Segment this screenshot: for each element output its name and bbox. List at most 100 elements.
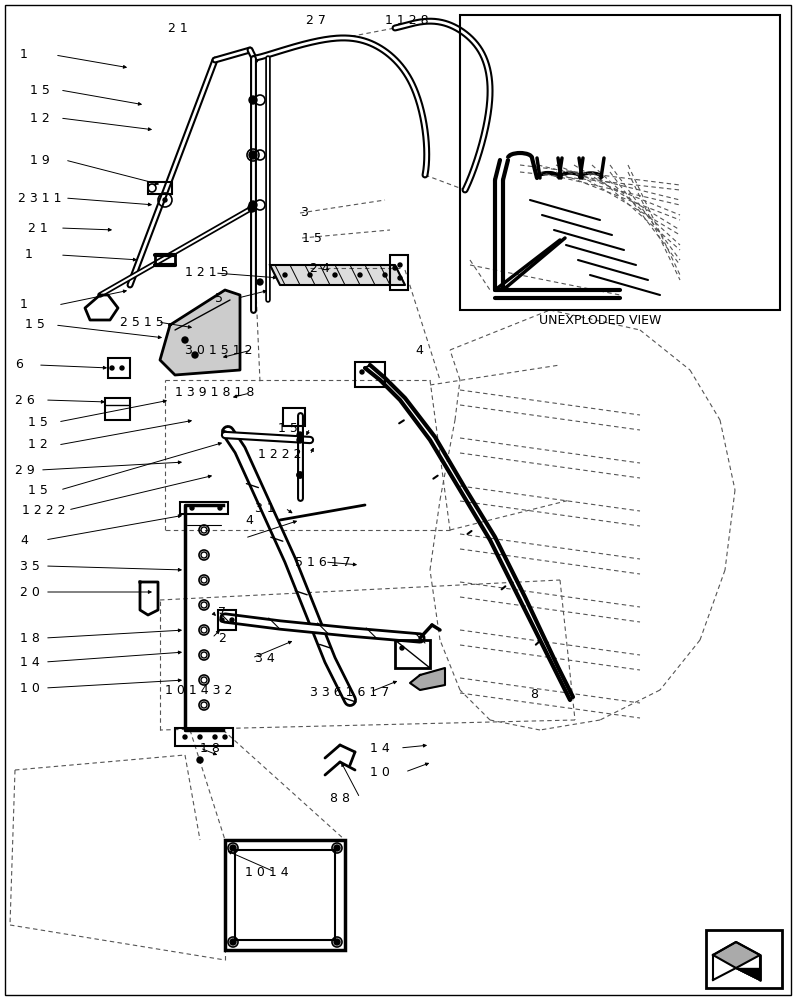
Circle shape [230,939,236,945]
Text: 1 0 1 4 3 2: 1 0 1 4 3 2 [165,684,232,696]
Text: 4: 4 [245,514,253,526]
Bar [175,728,233,746]
Circle shape [333,273,337,277]
Bar [395,640,430,668]
Bar [390,255,408,290]
Circle shape [297,437,303,443]
Circle shape [230,618,234,622]
Polygon shape [410,668,445,690]
Circle shape [393,266,397,270]
Text: 1 5: 1 5 [30,84,50,97]
Polygon shape [736,968,760,980]
Text: 2 5 1 5: 2 5 1 5 [120,316,164,328]
Circle shape [297,472,303,478]
Text: 1 2 2 2: 1 2 2 2 [258,448,302,462]
Text: 1 9: 1 9 [30,153,49,166]
Text: 1 3 9 1 8 1 8: 1 3 9 1 8 1 8 [175,386,255,399]
Circle shape [283,273,287,277]
Text: 1: 1 [20,298,28,312]
Circle shape [120,366,124,370]
Text: 6: 6 [15,359,23,371]
Polygon shape [160,290,240,375]
Text: 8 8: 8 8 [330,792,350,804]
Text: 8: 8 [530,688,538,702]
Circle shape [308,273,312,277]
Text: 1 2 1 5: 1 2 1 5 [185,266,228,279]
Text: UNEXPLODED VIEW: UNEXPLODED VIEW [539,314,661,326]
Text: 4: 4 [20,534,28,546]
Text: 1 5: 1 5 [25,318,45,332]
Circle shape [183,735,187,739]
Text: 2 0: 2 0 [20,585,40,598]
Bar [148,182,172,194]
Circle shape [249,151,257,159]
Text: 3 4: 3 4 [255,652,275,664]
Text: 3 5: 3 5 [20,560,40,572]
Circle shape [198,735,202,739]
Text: 7: 7 [218,605,226,618]
Circle shape [218,506,222,510]
Bar [283,408,305,426]
Text: 1 5: 1 5 [28,484,48,496]
Text: 1: 1 [25,248,33,261]
Circle shape [400,646,404,650]
Text: 1 4: 1 4 [370,742,390,754]
Text: 3 3 6 1 6 1 7: 3 3 6 1 6 1 7 [310,686,389,698]
Text: 1 5: 1 5 [302,232,322,244]
Text: 1 8: 1 8 [200,742,220,754]
Circle shape [192,352,198,358]
Bar [218,610,236,630]
Text: 4: 4 [415,344,423,357]
Circle shape [398,276,402,280]
Text: 5: 5 [215,292,223,304]
Text: 1 2: 1 2 [30,111,49,124]
Bar [706,930,782,988]
Text: 2: 2 [218,632,226,645]
Text: 2 9: 2 9 [15,464,35,477]
Circle shape [297,432,303,438]
Circle shape [230,845,236,851]
Text: 3: 3 [300,207,308,220]
Text: 1 0: 1 0 [370,766,390,778]
Text: 2 6: 2 6 [15,393,35,406]
Circle shape [182,337,188,343]
Text: 3 1: 3 1 [255,502,275,514]
Text: 2 1: 2 1 [168,21,188,34]
Circle shape [249,201,257,209]
Bar [180,502,228,514]
Bar [225,840,345,950]
Text: 1 0: 1 0 [20,682,40,694]
Text: 2 1: 2 1 [28,222,48,234]
Bar [235,850,335,940]
Circle shape [257,279,263,285]
Circle shape [223,735,227,739]
Bar [105,398,130,420]
Polygon shape [713,942,760,968]
Text: 2 4: 2 4 [310,261,330,274]
Circle shape [197,757,203,763]
Circle shape [248,204,256,212]
Text: 5 1 6 1 7: 5 1 6 1 7 [295,556,350,568]
Text: 1 4: 1 4 [20,656,40,668]
Circle shape [334,845,340,851]
Text: 2 7: 2 7 [306,13,326,26]
Circle shape [249,96,257,104]
Text: 1 8: 1 8 [20,632,40,645]
Text: 1 2 2 2: 1 2 2 2 [22,504,65,516]
Circle shape [334,939,340,945]
Circle shape [190,506,194,510]
Text: 1 2: 1 2 [28,438,48,452]
Text: 1 5: 1 5 [28,416,48,428]
Text: 1 5: 1 5 [278,422,298,434]
Circle shape [358,273,362,277]
Text: 2 3 1 1: 2 3 1 1 [18,192,61,205]
Circle shape [163,198,167,202]
Text: 1 0 1 4: 1 0 1 4 [245,865,289,879]
Circle shape [110,366,114,370]
Circle shape [220,618,224,622]
Circle shape [360,370,364,374]
Bar [460,15,780,310]
Polygon shape [713,942,760,980]
Circle shape [383,273,387,277]
Bar [108,358,130,378]
